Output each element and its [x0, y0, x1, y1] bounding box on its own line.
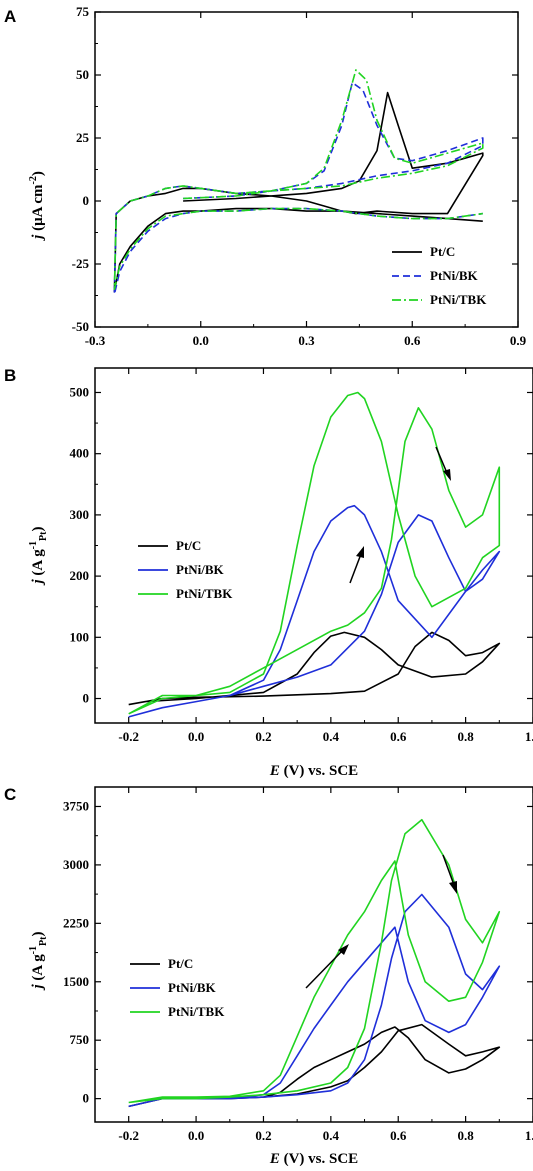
y-axis-title: j (A g-1Pt) [28, 932, 49, 991]
panel-c: C -0.2 0.0 0.2 0.4 0.6 0.8 1.0 0 750 1500 2250 3000… [4, 785, 533, 1167]
y-axis-title: j (A g-1Pt) [28, 527, 49, 586]
y-tick-label: 300 [70, 507, 90, 522]
legend-label: PtNi/BK [176, 562, 225, 577]
legend: Pt/C PtNi/BK PtNi/TBK [130, 956, 225, 1019]
y-tick-label: -25 [72, 256, 90, 271]
arrow-reverse-scan [442, 854, 457, 894]
x-tick-label: 0.8 [457, 1128, 474, 1143]
panel-letter: C [4, 785, 16, 804]
legend: Pt/C PtNi/BK PtNi/TBK [392, 244, 487, 307]
x-tick-label: 0.8 [457, 729, 474, 744]
y-tick-label: 400 [70, 446, 90, 461]
x-tick-label: 0.4 [323, 1128, 340, 1143]
x-tick-label: 0.0 [188, 1128, 204, 1143]
panel-a: A -0.3 0.0 0.3 0.6 0.9 -50 -25 0 25 50 75 j (μA cm… [4, 4, 527, 348]
x-tick-label: -0.2 [118, 729, 139, 744]
legend-label: PtNi/TBK [430, 292, 487, 307]
arrow-forward-scan [349, 546, 364, 584]
y-tick-label: 75 [76, 4, 90, 19]
y-tick-label: 2250 [63, 915, 89, 930]
legend-label: PtNi/BK [168, 980, 217, 995]
tick-labels: -0.2 0.0 0.2 0.4 0.6 0.8 1.0 0 750 1500 2250 3000 37… [63, 798, 533, 1143]
x-tick-label: 0.0 [188, 729, 204, 744]
x-tick-label: 1.0 [525, 1128, 533, 1143]
y-tick-label: 3750 [63, 798, 89, 813]
legend: Pt/C PtNi/BK PtNi/TBK [138, 538, 233, 601]
x-tick-label: 0.6 [390, 1128, 407, 1143]
y-tick-label: 750 [70, 1032, 90, 1047]
series-line-pt-c [128, 631, 501, 706]
panel-b: B -0.2 0.0 0.2 0.4 0.6 0.8 1.0 0 100 200 300 400 500… [4, 366, 533, 779]
x-tick-label: 1.0 [525, 729, 533, 744]
curves [113, 69, 484, 296]
x-tick-label: -0.3 [85, 333, 106, 348]
arrow-forward-scan [305, 944, 349, 989]
x-axis-title: E (V) vs. SCE [269, 763, 358, 779]
tick-labels: -0.3 0.0 0.3 0.6 0.9 -50 -25 0 25 50 75 [72, 4, 527, 348]
legend-label: PtNi/TBK [176, 586, 233, 601]
arrow-reverse-scan [435, 446, 451, 481]
curves [128, 818, 501, 1108]
y-tick-label: 100 [70, 629, 90, 644]
curves [128, 391, 501, 718]
y-tick-label: 25 [76, 130, 90, 145]
y-tick-label: 0 [83, 193, 90, 208]
legend-label: Pt/C [176, 538, 201, 553]
tick-labels: -0.2 0.0 0.2 0.4 0.6 0.8 1.0 0 100 200 300 400 500 [70, 384, 533, 744]
legend-label: Pt/C [430, 244, 455, 259]
plot-frame [94, 786, 533, 1123]
y-tick-label: 0 [83, 691, 90, 706]
legend-label: PtNi/BK [430, 268, 479, 283]
series-line-ptni-tbk [128, 391, 501, 715]
x-tick-label: 0.6 [404, 333, 421, 348]
legend-label: PtNi/TBK [168, 1004, 225, 1019]
panel-letter: A [4, 7, 16, 26]
axis-ticks [95, 787, 533, 1122]
axis-ticks [94, 11, 519, 328]
series-line-ptni-tbk [113, 69, 484, 291]
x-tick-label: 0.9 [510, 333, 527, 348]
y-tick-label: 3000 [63, 857, 89, 872]
y-tick-label: 1500 [63, 974, 89, 989]
y-axis-title: j (μA cm-2) [28, 171, 46, 241]
legend-label: Pt/C [168, 956, 193, 971]
y-tick-label: 200 [70, 568, 90, 583]
x-axis-title: E (V) vs. SCE [269, 1151, 358, 1167]
y-tick-label: 50 [76, 67, 89, 82]
y-tick-label: -50 [72, 319, 89, 334]
x-tick-label: 0.6 [390, 729, 407, 744]
y-tick-label: 500 [70, 384, 90, 399]
series-line-pt-c [113, 91, 484, 293]
series-line-ptni-bk [128, 893, 501, 1108]
x-tick-label: 0.2 [255, 729, 271, 744]
series-line-ptni-tbk [128, 818, 501, 1104]
x-tick-label: 0.4 [323, 729, 340, 744]
y-tick-label: 0 [83, 1091, 90, 1106]
panel-letter: B [4, 366, 16, 385]
x-tick-label: 0.2 [255, 1128, 271, 1143]
x-tick-label: -0.2 [118, 1128, 139, 1143]
x-tick-label: 0.0 [193, 333, 209, 348]
series-line-ptni-bk [128, 504, 501, 718]
x-tick-label: 0.3 [298, 333, 315, 348]
series-line-pt-c [128, 1023, 501, 1108]
axis-ticks [95, 368, 533, 723]
